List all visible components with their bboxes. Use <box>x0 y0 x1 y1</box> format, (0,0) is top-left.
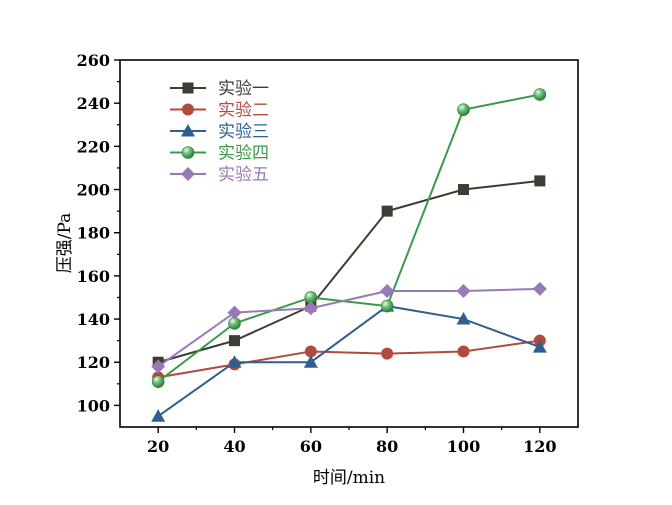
legend-item: 实验四 <box>170 144 269 164</box>
y-tick-label: 160 <box>77 267 110 286</box>
series-line <box>157 339 540 379</box>
data-point <box>456 283 471 298</box>
data-point <box>534 175 546 187</box>
legend-label: 实验三 <box>218 122 269 142</box>
legend-marker <box>181 124 195 137</box>
data-point <box>151 375 165 388</box>
legend-item: 实验一 <box>170 79 269 99</box>
legend-marker <box>181 146 195 159</box>
data-point <box>532 281 547 296</box>
y-tick-label: 220 <box>77 137 110 156</box>
series-line <box>157 287 540 368</box>
legend-label: 实验五 <box>218 165 269 185</box>
y-tick-label: 240 <box>77 94 110 113</box>
data-point <box>457 345 470 358</box>
legend-label: 实验一 <box>218 79 269 99</box>
x-tick-label: 80 <box>376 437 398 456</box>
x-axis-title: 时间/min <box>313 468 385 488</box>
data-point <box>380 283 395 298</box>
legend-marker <box>182 103 194 116</box>
data-point <box>532 340 547 353</box>
x-tick-label: 40 <box>223 437 245 456</box>
legend-marker <box>181 167 195 181</box>
x-tick-label: 120 <box>523 437 556 456</box>
series-line <box>157 305 541 418</box>
x-tick-label: 100 <box>447 437 480 456</box>
legend-item: 实验二 <box>170 101 269 121</box>
data-point <box>303 301 318 316</box>
legend-label: 实验四 <box>218 144 269 164</box>
legend-item: 实验三 <box>170 122 269 142</box>
series-3 <box>151 299 547 422</box>
series-line <box>157 179 540 364</box>
legend-label: 实验二 <box>218 101 269 121</box>
data-point <box>229 335 240 347</box>
data-point <box>303 355 318 368</box>
data-point <box>151 409 166 422</box>
y-tick-label: 200 <box>77 181 110 200</box>
data-point <box>380 299 394 313</box>
data-point <box>457 103 470 116</box>
data-point <box>227 305 242 320</box>
y-axis-title: 压强/Pa <box>55 213 75 274</box>
data-point <box>227 355 242 368</box>
data-point <box>381 347 394 360</box>
y-tick-label: 140 <box>77 310 110 329</box>
data-point <box>456 312 471 325</box>
y-tick-label: 180 <box>77 224 110 243</box>
x-tick-label: 60 <box>300 437 322 456</box>
data-point <box>458 184 469 196</box>
y-tick-label: 260 <box>77 51 110 70</box>
data-point <box>381 205 393 217</box>
x-tick-label: 20 <box>147 437 169 456</box>
data-point <box>151 359 166 374</box>
series-4 <box>151 88 547 388</box>
series-1 <box>152 175 546 368</box>
y-tick-label: 100 <box>77 396 110 415</box>
data-point <box>304 345 317 358</box>
legend-item: 实验五 <box>170 165 269 185</box>
legend-marker <box>182 82 194 94</box>
series-5 <box>151 281 547 374</box>
y-tick-label: 120 <box>77 353 110 372</box>
data-point <box>533 88 547 101</box>
series-line <box>157 93 541 383</box>
